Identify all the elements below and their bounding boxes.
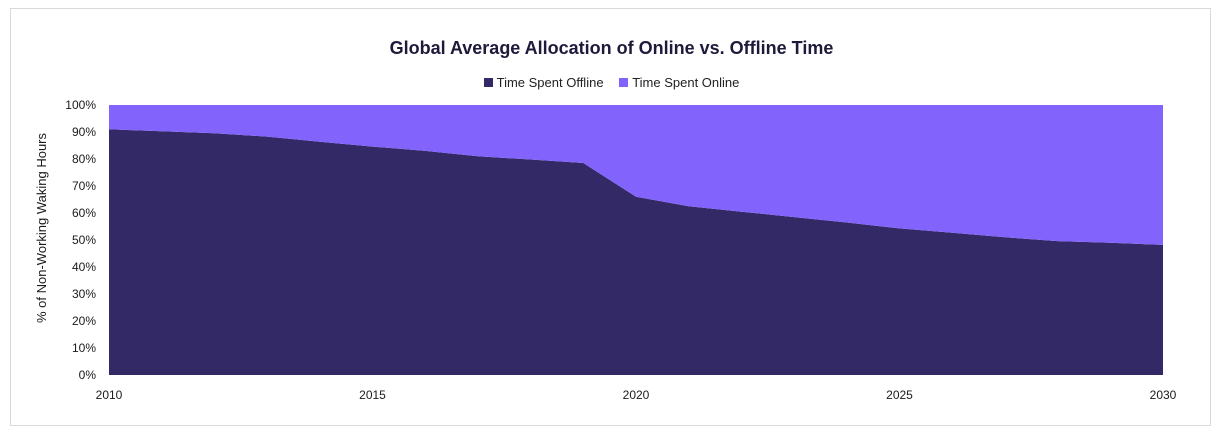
legend-label-offline: Time Spent Offline — [496, 75, 604, 90]
y-tick-label: 40% — [72, 260, 96, 274]
y-tick-label: 60% — [72, 206, 96, 220]
x-tick-label: 2010 — [96, 388, 123, 402]
y-tick-label: 10% — [72, 341, 96, 355]
area-series-offline[interactable] — [109, 129, 1163, 375]
y-axis-ticks: 0% 10% 20% 30% 40% 50% 60% 70% 80% 90% 100% — [65, 98, 96, 382]
y-tick-label: 80% — [72, 152, 96, 166]
area-series-online[interactable] — [109, 105, 1163, 245]
legend-swatch-offline — [483, 78, 493, 87]
y-tick-label: 70% — [72, 179, 96, 193]
x-tick-label: 2025 — [886, 388, 913, 402]
chart-title: Global Average Allocation of Online vs. … — [389, 38, 834, 58]
y-tick-label: 90% — [72, 125, 96, 139]
legend-item-online[interactable]: Time Spent Online — [619, 75, 739, 90]
x-axis-ticks: 2010 2015 2020 2025 2030 — [96, 388, 1177, 402]
y-tick-label: 100% — [65, 98, 96, 112]
y-tick-label: 20% — [72, 314, 96, 328]
legend-swatch-online — [619, 78, 629, 87]
legend-item-offline[interactable]: Time Spent Offline — [483, 75, 604, 90]
y-axis-label: % of Non-Working Waking Hours — [34, 132, 49, 323]
plot-area — [109, 105, 1163, 375]
y-tick-label: 0% — [79, 368, 97, 382]
y-tick-label: 50% — [72, 233, 96, 247]
x-tick-label: 2020 — [623, 388, 650, 402]
x-tick-label: 2015 — [359, 388, 386, 402]
y-tick-label: 30% — [72, 287, 96, 301]
legend-label-online: Time Spent Online — [632, 75, 740, 90]
chart-legend: Time Spent Offline Time Spent Online — [0, 75, 1223, 90]
chart-frame — [10, 8, 1211, 426]
x-tick-label: 2030 — [1150, 388, 1177, 402]
